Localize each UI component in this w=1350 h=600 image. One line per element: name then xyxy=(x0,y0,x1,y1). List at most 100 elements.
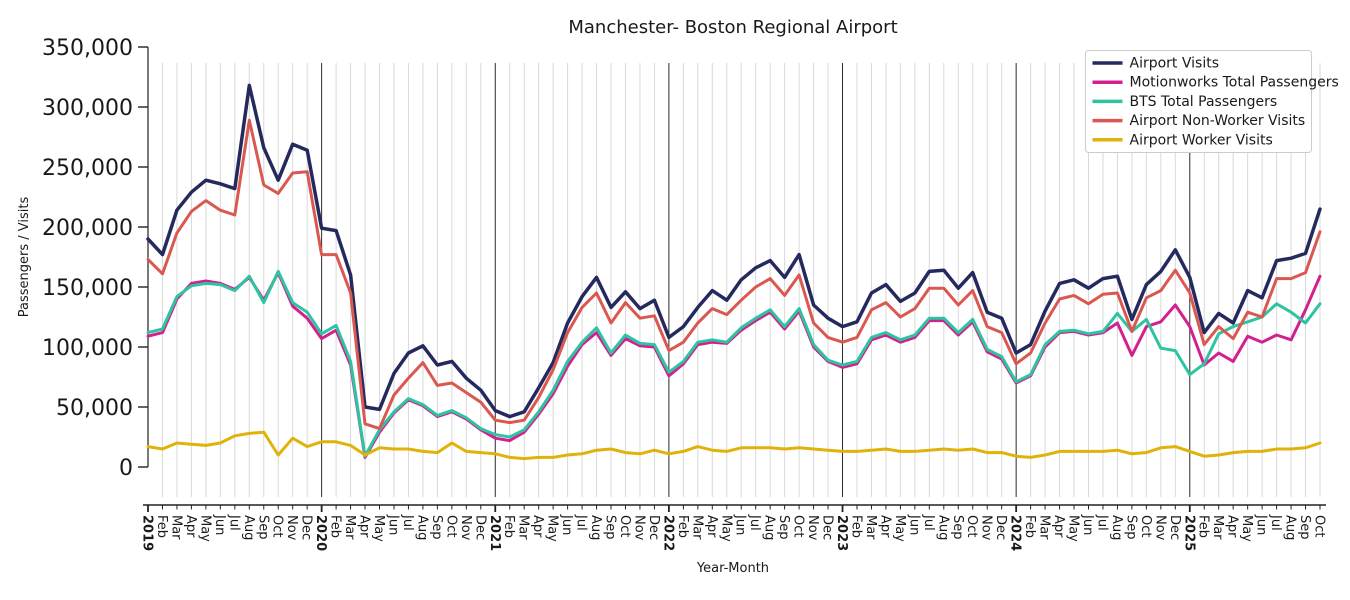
x-tick-label: Jun xyxy=(733,514,748,535)
x-tick-label: Apr xyxy=(1225,515,1240,538)
x-tick-label: Nov xyxy=(805,515,820,541)
x-tick-label: Apr xyxy=(530,515,545,538)
x-tick-label: May xyxy=(1066,515,1081,542)
y-tick-label: 50,000 xyxy=(56,396,133,421)
legend-box xyxy=(1085,50,1312,153)
legend-item-airport-non-worker-visits: Airport Non-Worker Visits xyxy=(1092,113,1306,129)
x-tick-label: Mar xyxy=(1037,515,1052,540)
x-tick-label: Oct xyxy=(270,515,285,537)
x-tick-label: Sep xyxy=(776,515,791,540)
gridlines xyxy=(161,63,1321,497)
x-tick-label: Jul xyxy=(226,514,241,531)
x-tick-label: Feb xyxy=(675,515,690,538)
x-tick-label: Nov xyxy=(979,515,994,541)
x-tick-label: Aug xyxy=(414,515,429,540)
x-tick-label: Sep xyxy=(603,515,618,540)
x-tick-label: Dec xyxy=(472,515,487,540)
x-tick-label: Aug xyxy=(1109,515,1124,540)
x-tick-label: Dec xyxy=(820,515,835,540)
x-tick-label: Jun xyxy=(1080,514,1095,535)
x-tick-label: Jul xyxy=(574,514,589,531)
x-tick-label: 2019 xyxy=(140,515,155,551)
legend-label: Motionworks Total Passengers xyxy=(1130,75,1339,91)
x-tick-label: Nov xyxy=(284,515,299,541)
x-tick-label: 2022 xyxy=(660,515,675,551)
x-tick-label: Feb xyxy=(328,515,343,538)
x-tick-label: Apr xyxy=(357,515,372,538)
x-tick-label: Apr xyxy=(183,515,198,538)
y-tick-label: 350,000 xyxy=(42,36,133,61)
x-tick-label: May xyxy=(1239,515,1254,542)
y-tick-label: 0 xyxy=(119,456,133,481)
series-line-airport-non-worker-visits xyxy=(146,118,1322,431)
x-tick-label: Jul xyxy=(400,514,415,531)
x-tick-label: Apr xyxy=(704,515,719,538)
x-tick-label: Oct xyxy=(791,515,806,537)
legend: Airport Visits Motionworks Total Passenge… xyxy=(1085,50,1339,153)
legend-item-motionworks-total-passengers: Motionworks Total Passengers xyxy=(1092,75,1339,91)
x-tick-label: Jun xyxy=(212,514,227,535)
x-tick-label: Feb xyxy=(1196,515,1211,538)
x-tick-label: Jul xyxy=(1094,514,1109,531)
x-tick-label: Nov xyxy=(1152,515,1167,541)
x-tick-label: Dec xyxy=(993,515,1008,540)
series-line-bts-total-passengers xyxy=(146,269,1322,458)
x-tick-label: Sep xyxy=(255,515,270,540)
x-tick-label: Oct xyxy=(964,515,979,537)
legend-label: Airport Visits xyxy=(1130,56,1220,72)
x-tick-label: Sep xyxy=(1123,515,1138,540)
axes xyxy=(138,46,1326,512)
x-tick-label: Nov xyxy=(631,515,646,541)
x-tick-label: Aug xyxy=(762,515,777,540)
x-tick-label: Mar xyxy=(689,515,704,540)
x-tick-label: 2023 xyxy=(834,515,849,551)
x-tick-label: Dec xyxy=(299,515,314,540)
x-tick-label: Dec xyxy=(1167,515,1182,540)
x-tick-label: May xyxy=(545,515,560,542)
legend-label: Airport Non-Worker Visits xyxy=(1130,113,1306,129)
x-tick-label: 2021 xyxy=(487,515,502,551)
x-tick-label: Jul xyxy=(1268,514,1283,531)
legend-label: Airport Worker Visits xyxy=(1130,132,1273,148)
x-tick-label: Feb xyxy=(501,515,516,538)
x-tick-label: Mar xyxy=(516,515,531,540)
legend-label: BTS Total Passengers xyxy=(1130,94,1278,110)
x-tick-label: May xyxy=(718,515,733,542)
legend-item-bts-total-passengers: BTS Total Passengers xyxy=(1092,94,1278,110)
x-tick-label: Feb xyxy=(154,515,169,538)
y-tick-label: 150,000 xyxy=(42,276,133,301)
x-tick-label: Jun xyxy=(1254,514,1269,535)
x-tick-label: Oct xyxy=(1312,515,1327,537)
x-tick-label: May xyxy=(371,515,386,542)
x-tick-label: 2024 xyxy=(1008,515,1023,551)
y-axis-label: Passengers / Visits xyxy=(17,197,32,318)
chart-title: Manchester- Boston Regional Airport xyxy=(568,17,897,38)
x-tick-label: Jun xyxy=(559,514,574,535)
x-axis-label: Year-Month xyxy=(696,561,769,576)
x-tick-label: Sep xyxy=(950,515,965,540)
x-tick-label: Jul xyxy=(747,514,762,531)
x-tick-label: Oct xyxy=(443,515,458,537)
x-tick-label: Apr xyxy=(1051,515,1066,538)
x-tick-label: Feb xyxy=(1022,515,1037,538)
x-tick-label: Dec xyxy=(646,515,661,540)
x-tick-label: Feb xyxy=(848,515,863,538)
x-tick-label: Sep xyxy=(1297,515,1312,540)
x-tick-label: Nov xyxy=(458,515,473,541)
series-line-airport-worker-visits xyxy=(146,430,1322,461)
x-tick-label: Mar xyxy=(863,515,878,540)
x-tick-label: May xyxy=(892,515,907,542)
x-tick-label: Mar xyxy=(168,515,183,540)
x-tick-label: Jun xyxy=(385,514,400,535)
legend-item-airport-worker-visits: Airport Worker Visits xyxy=(1092,132,1273,148)
x-tick-label: Oct xyxy=(1138,515,1153,537)
x-tick-label: Aug xyxy=(935,515,950,540)
y-tick-labels: 0 50,000 100,000 150,000 200,000 250,000 300,0… xyxy=(42,36,133,481)
data-series xyxy=(146,83,1322,461)
x-tick-label: May xyxy=(197,515,212,542)
y-tick-label: 100,000 xyxy=(42,336,133,361)
y-tick-label: 300,000 xyxy=(42,96,133,121)
x-tick-label: Mar xyxy=(1210,515,1225,540)
